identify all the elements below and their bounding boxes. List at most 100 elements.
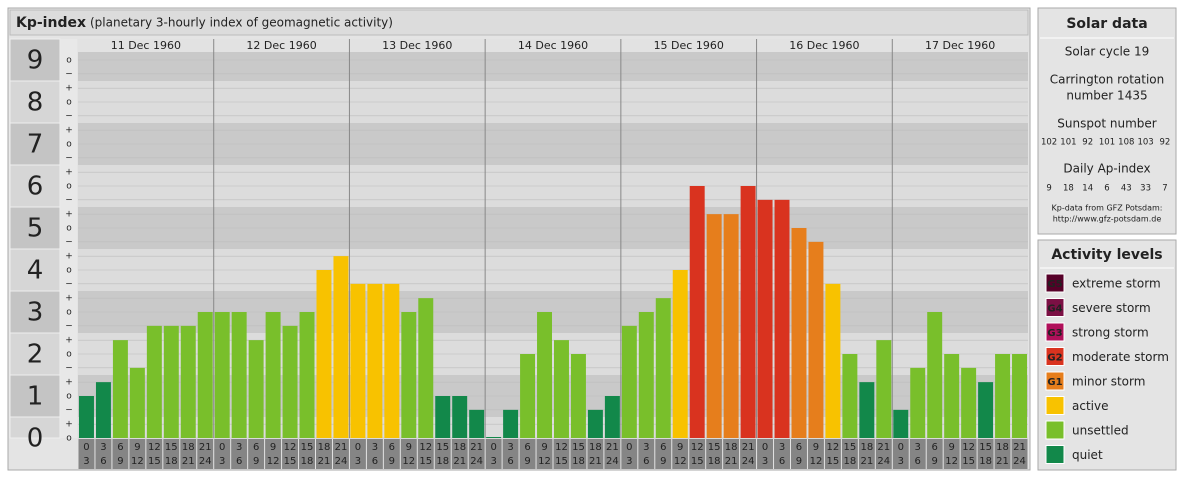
hour-box <box>807 439 824 469</box>
hour-box <box>265 439 282 469</box>
bar <box>842 354 858 438</box>
minor-tick-label: − <box>65 69 73 79</box>
x-tick-label: 12 <box>284 442 297 453</box>
solar-title: Solar data <box>1066 16 1147 32</box>
bar <box>350 283 366 438</box>
x-tick-label: 9 <box>677 442 683 453</box>
minor-tick-label: o <box>66 392 72 402</box>
hour-box <box>1011 439 1028 469</box>
x-tick-label: 9 <box>524 456 530 467</box>
x-tick-label: 9 <box>541 442 547 453</box>
bar <box>570 354 586 438</box>
minor-label-box <box>61 291 77 333</box>
hour-box <box>163 439 180 469</box>
ap-value: 14 <box>1082 184 1093 194</box>
x-tick-label: 3 <box>643 442 649 453</box>
hour-box <box>994 439 1011 469</box>
bar <box>554 340 569 438</box>
minor-label-box <box>61 123 77 165</box>
bar <box>231 312 247 438</box>
x-tick-label: 6 <box>932 442 938 453</box>
legend-swatch <box>1045 445 1065 464</box>
x-tick-label: 12 <box>267 456 280 467</box>
minor-label-box <box>61 333 77 375</box>
x-tick-label: 9 <box>117 456 123 467</box>
source: http://www.gfz-potsdam.de <box>1053 215 1162 224</box>
bar <box>537 312 552 438</box>
chart-subtitle: (planetary 3-hourly index of geomagnetic… <box>90 16 393 30</box>
legend-swatch <box>1045 273 1065 293</box>
title-bar <box>9 9 1029 36</box>
x-tick-label: 18 <box>996 442 1009 453</box>
bar <box>520 354 536 438</box>
x-tick-label: 18 <box>708 456 721 467</box>
x-tick-label: 21 <box>470 442 483 453</box>
x-tick-label: 3 <box>915 442 921 453</box>
x-tick-label: 6 <box>779 456 785 467</box>
bar <box>333 256 349 438</box>
legend-label: strong storm <box>1072 326 1149 340</box>
hour-box <box>129 439 146 469</box>
bar <box>469 409 485 438</box>
hour-box <box>824 439 841 469</box>
x-tick-label: 3 <box>626 456 632 467</box>
legend-code: G2 <box>1047 353 1062 364</box>
bar <box>604 396 620 438</box>
hour-box <box>570 439 587 469</box>
bar <box>316 270 332 438</box>
hour-box <box>95 439 112 469</box>
day-header <box>213 39 350 52</box>
x-tick-label: 3 <box>507 442 513 453</box>
ap-value: 6 <box>1104 184 1109 194</box>
minor-tick-label: − <box>65 237 73 247</box>
x-tick-label: 12 <box>674 456 687 467</box>
bar <box>282 325 298 438</box>
x-tick-label: 18 <box>453 442 466 453</box>
minor-tick-label: − <box>65 279 73 289</box>
y-tick-label: 8 <box>27 88 44 118</box>
legend-swatch <box>1045 371 1065 391</box>
x-tick-label: 6 <box>660 442 666 453</box>
legend-label: quiet <box>1072 448 1103 462</box>
hour-box <box>672 439 689 469</box>
bar <box>808 241 824 438</box>
y-label-box <box>9 122 61 166</box>
x-tick-label: 18 <box>572 456 585 467</box>
level-band <box>78 417 1028 438</box>
x-tick-label: 21 <box>606 442 619 453</box>
x-tick-label: 12 <box>555 442 568 453</box>
minor-tick-label: + <box>65 294 73 304</box>
hour-box <box>332 439 349 469</box>
bar <box>876 340 892 438</box>
bar <box>214 312 230 438</box>
hour-box <box>146 439 163 469</box>
hour-box <box>858 439 875 469</box>
bar <box>248 340 264 438</box>
legend-code: G1 <box>1047 377 1062 388</box>
minor-label-box <box>61 249 77 291</box>
bar <box>774 199 790 438</box>
hour-box <box>553 439 570 469</box>
hour-box <box>231 439 248 469</box>
x-tick-label: 6 <box>100 456 106 467</box>
x-tick-label: 6 <box>915 456 921 467</box>
bar <box>163 325 179 438</box>
minor-tick-label: + <box>65 210 73 220</box>
x-tick-label: 9 <box>270 442 276 453</box>
bar <box>825 283 841 438</box>
bar <box>689 186 705 438</box>
x-tick-label: 15 <box>827 456 840 467</box>
x-tick-label: 24 <box>877 456 890 467</box>
y-tick-label: 1 <box>27 382 44 412</box>
bar <box>435 396 451 438</box>
hour-box <box>926 439 943 469</box>
hour-box <box>299 439 315 469</box>
bar <box>910 367 926 438</box>
x-tick-label: 6 <box>372 456 378 467</box>
x-tick-label: 9 <box>134 442 140 453</box>
x-tick-label: 21 <box>199 442 212 453</box>
x-tick-label: 15 <box>436 442 449 453</box>
bar <box>791 228 807 438</box>
sunspot-value: 101 <box>1060 138 1076 148</box>
sunspot-title: Sunspot number <box>1057 117 1156 131</box>
